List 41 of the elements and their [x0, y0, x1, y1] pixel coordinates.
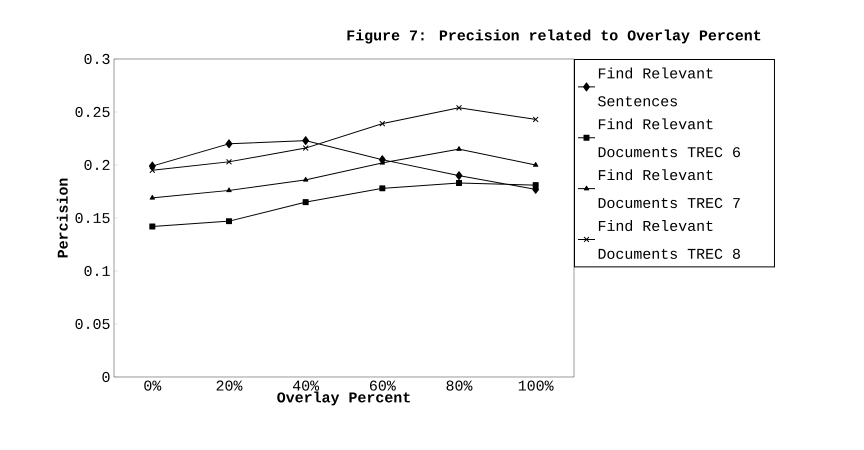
point — [456, 180, 462, 186]
x-tick-label: 60% — [370, 380, 396, 391]
y-tick-label: 0.05 — [76, 318, 110, 330]
y-tick-label: 0.1 — [84, 266, 110, 276]
x-tick-label: 80% — [446, 380, 472, 391]
x-tick-label: 0% — [144, 380, 162, 391]
y-tick-label: 0 — [102, 372, 110, 382]
point — [149, 167, 156, 174]
point — [532, 182, 539, 188]
point — [303, 176, 308, 182]
legend-label: Find Relevant Documents TREC 8 — [598, 220, 740, 259]
point — [226, 187, 232, 192]
point — [226, 139, 232, 148]
legend-label: Find Relevant Documents TREC 6 — [598, 118, 740, 158]
y-tick-label: 0.2 — [84, 160, 110, 170]
x-tick-label: 100% — [518, 380, 554, 391]
chart-title: Figure 7: Precision related to Overlay Percent — [347, 30, 760, 44]
x-axis-title: Overlay Percent — [277, 392, 410, 406]
x-tick-label: 20% — [216, 380, 242, 391]
point — [149, 223, 156, 230]
point — [379, 120, 386, 127]
legend-label: Find Relevant Documents TREC 7 — [598, 169, 740, 208]
point — [533, 162, 538, 167]
y-tick-label: 0.15 — [76, 212, 110, 224]
point — [302, 145, 309, 152]
point — [150, 194, 155, 200]
point — [226, 158, 232, 165]
point — [532, 116, 539, 122]
y-tick-label: 0.3 — [84, 54, 110, 64]
point — [456, 146, 462, 151]
y-tick-label: 0.25 — [76, 106, 110, 118]
legend-label: Find Relevant Sentences — [598, 67, 713, 106]
point — [148, 162, 156, 171]
point — [456, 104, 462, 111]
point — [302, 199, 309, 206]
point — [226, 218, 232, 224]
point — [456, 171, 462, 180]
y-axis-title: Percision — [56, 178, 68, 258]
x-tick-label: 40% — [292, 380, 320, 391]
point — [302, 136, 310, 146]
point — [379, 185, 386, 192]
